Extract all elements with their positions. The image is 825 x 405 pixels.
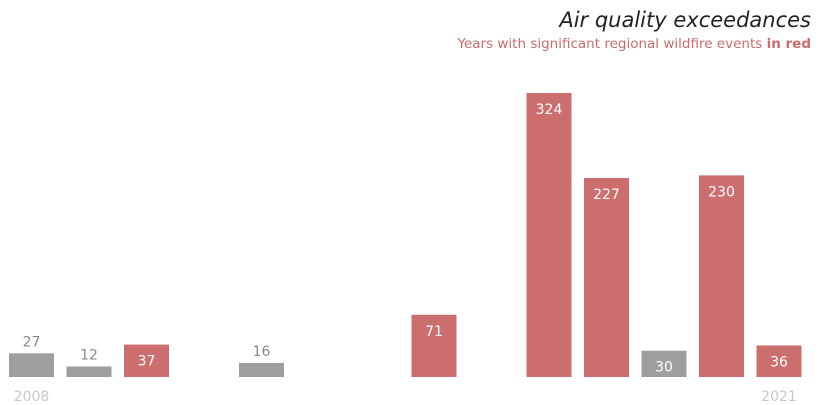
- bar-2021: [756, 345, 802, 377]
- bar-2008: [9, 353, 54, 377]
- chart-title: Air quality exceedances: [559, 8, 811, 32]
- value-label-2010: 37: [138, 354, 156, 370]
- bar-2017: [526, 93, 572, 377]
- value-label-2018: 227: [593, 187, 620, 203]
- bar-2018: [584, 178, 629, 377]
- value-label-2012: 16: [253, 344, 271, 360]
- value-label-2020: 230: [708, 184, 735, 200]
- bar-2015: [411, 314, 457, 377]
- bar-2012: [239, 362, 284, 377]
- value-label-2021: 36: [770, 354, 788, 370]
- value-label-2019: 30: [655, 360, 673, 376]
- value-label-2015: 71: [425, 324, 443, 340]
- bar-2010: [124, 344, 169, 377]
- bar-2020: [699, 175, 744, 377]
- bar-2019: [641, 350, 687, 377]
- tick-label-2021: 2021: [761, 389, 797, 405]
- chart-subtitle: Years with significant regional wildfire…: [457, 36, 811, 52]
- tick-label-2008: 2008: [14, 389, 50, 405]
- subtitle-emphasis: in red: [766, 36, 811, 52]
- value-label-2008: 27: [23, 334, 41, 350]
- value-label-2009: 12: [80, 347, 98, 363]
- bar-2009: [66, 366, 112, 377]
- subtitle-text: Years with significant regional wildfire…: [457, 36, 767, 52]
- value-label-2017: 324: [536, 102, 563, 118]
